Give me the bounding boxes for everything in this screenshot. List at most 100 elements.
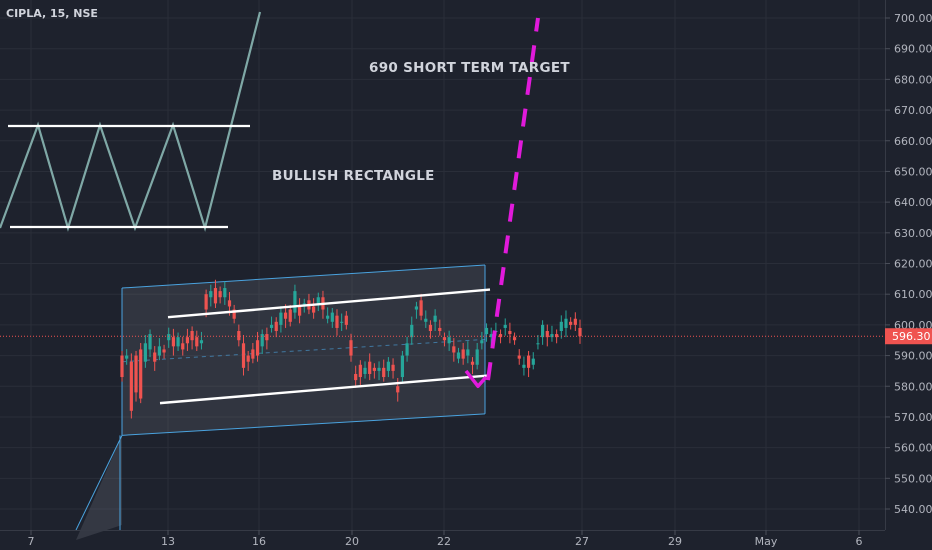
candle-body: [382, 367, 386, 378]
rect-bottom-line: [159, 374, 489, 405]
candle-body: [498, 334, 503, 338]
candle-body: [377, 367, 381, 371]
y-tick-label: 670.00: [894, 104, 932, 117]
candle-body: [358, 364, 362, 378]
x-tick-label: 29: [668, 535, 682, 548]
y-tick-label: 660.00: [894, 135, 932, 148]
candle-body: [171, 337, 176, 347]
price-axis-divider: [885, 0, 886, 530]
candle-body: [162, 349, 166, 353]
candle-body: [396, 386, 400, 393]
candle-body: [508, 331, 512, 335]
candle-body: [269, 324, 274, 328]
candle-body: [484, 327, 489, 335]
candle-body: [438, 327, 442, 332]
candle-body: [330, 312, 334, 322]
candles: [120, 279, 582, 419]
x-tick-label: 20: [345, 535, 359, 548]
candle-body: [405, 343, 409, 356]
candle-body: [274, 321, 278, 332]
candle-body: [480, 340, 484, 344]
candle-body: [452, 346, 456, 353]
y-tick-label: 680.00: [894, 73, 932, 86]
price-axis[interactable]: 700.00 690.00 680.00 670.00 660.00 650.00 640.…: [885, 12, 932, 516]
candle-body: [522, 364, 526, 368]
candle-body: [241, 343, 246, 368]
candle-body: [283, 312, 288, 319]
candle-body: [541, 324, 545, 338]
candle-body: [335, 315, 339, 328]
candle-body: [302, 303, 306, 305]
candle-body: [312, 306, 316, 313]
pole-fill: [76, 435, 122, 540]
candle-body: [232, 309, 236, 319]
candle-body: [386, 361, 390, 371]
candle-body: [157, 346, 161, 356]
candle-body: [340, 321, 344, 323]
chart-title: CIPLA, 15, NSE: [6, 7, 98, 20]
candle-body: [129, 361, 133, 411]
candle-body: [297, 306, 302, 316]
candle-body: [316, 297, 320, 304]
x-tick-label: 13: [161, 535, 175, 548]
last-price-tag: 596.30: [885, 328, 932, 345]
candle-body: [265, 334, 269, 341]
annotation-pattern: BULLISH RECTANGLE: [272, 168, 435, 184]
y-tick-label: 570.00: [894, 411, 932, 424]
candle-body: [251, 349, 255, 359]
candle-body: [326, 315, 330, 319]
candle-body: [428, 324, 433, 332]
candle-body: [391, 364, 395, 371]
candle-body: [564, 318, 568, 328]
candle-body: [569, 321, 573, 325]
candle-body: [209, 291, 213, 298]
schematic-zigzag: [0, 11, 262, 233]
last-price-tag-text: 596.30: [892, 330, 931, 343]
y-tick-label: 650.00: [894, 165, 932, 178]
candle-body: [227, 300, 232, 307]
candle-body: [181, 343, 185, 350]
drawing-shapes: [0, 11, 486, 540]
candle-body: [489, 334, 493, 338]
annotation-target: 690 SHORT TERM TARGET: [369, 60, 570, 76]
candle-body: [368, 361, 372, 374]
candle-body: [199, 340, 204, 344]
y-tick-label: 580.00: [894, 380, 932, 393]
candle-body: [503, 324, 507, 328]
x-tick-label: May: [755, 535, 778, 548]
candle-body: [279, 312, 283, 325]
candle-body: [288, 309, 292, 322]
y-tick-label: 590.00: [894, 350, 932, 363]
outer-channel-bottom: [121, 413, 486, 436]
candle-body: [414, 306, 419, 310]
x-tick-label: 16: [252, 535, 266, 548]
candle-body: [185, 337, 190, 344]
y-tick-label: 640.00: [894, 196, 932, 209]
candle-body: [223, 288, 227, 298]
candle-body: [195, 337, 199, 347]
y-tick-label: 630.00: [894, 227, 932, 240]
y-tick-label: 690.00: [894, 43, 932, 56]
candle-body: [433, 315, 437, 322]
candle-body: [139, 349, 143, 399]
candle-body: [545, 331, 549, 338]
candle-body: [204, 294, 208, 310]
time-axis[interactable]: 7 13 16 20 22 27 29 May 6: [28, 530, 863, 548]
candle-body: [255, 340, 260, 356]
y-tick-label: 620.00: [894, 258, 932, 271]
candle-body: [354, 373, 358, 381]
candle-body: [372, 367, 376, 371]
target-projection: [486, 17, 540, 381]
candle-body: [442, 337, 447, 341]
candle-body: [456, 352, 461, 359]
rect-top-line: [167, 288, 491, 319]
candle-body: [153, 352, 157, 362]
candle-body: [400, 355, 405, 378]
candle-body: [349, 340, 353, 356]
candle-body: [419, 300, 423, 316]
candle-body: [125, 355, 129, 359]
candle-body: [470, 361, 475, 365]
candle-body: [260, 334, 264, 347]
